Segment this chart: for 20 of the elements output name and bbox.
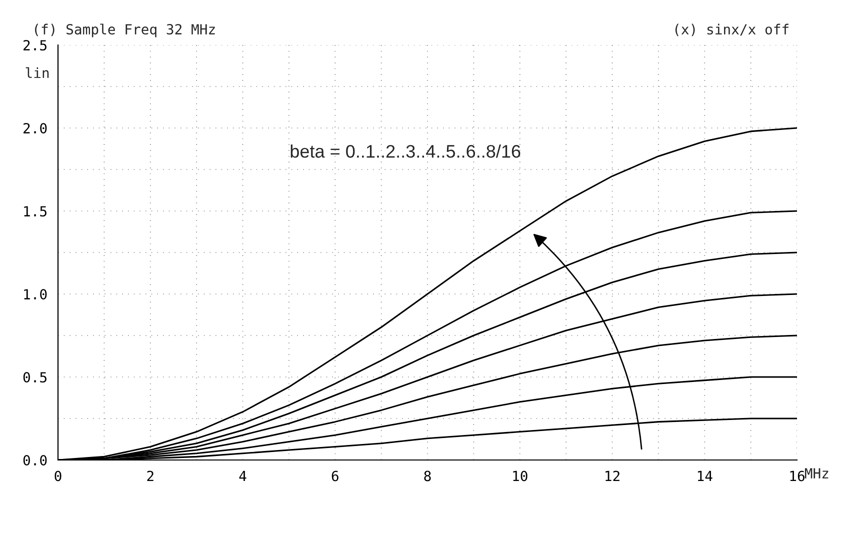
x-tick-label: 16	[790, 470, 804, 482]
y-tick-label: 1.5	[24, 206, 46, 217]
y-tick-label: 0.0	[23, 455, 47, 466]
text: (x) sinx/x off	[675, 24, 788, 36]
x-tick-label: 4	[239, 470, 246, 482]
x-axis-title: MHz	[804, 468, 828, 478]
x-tick-label: 14	[698, 470, 712, 482]
y-tick-label: 0.5	[23, 372, 46, 383]
y-tick-label: 2.0	[24, 123, 47, 134]
x-tick-label: 0	[54, 470, 62, 482]
y-tick-label: 1.0	[24, 289, 47, 300]
x-tick-label: 12	[606, 470, 620, 482]
y-tick-label: 2.5	[24, 40, 46, 51]
y-axis-title: lin	[26, 67, 49, 78]
x-tick-label: 10	[513, 470, 528, 482]
annotation: beta = 0..1..2..3..4..5..6..8/16	[290, 144, 520, 158]
chart-title: (f) Sample Freq 32 MHz	[35, 24, 215, 38]
x-tick-label: 2	[147, 470, 154, 482]
x-tick-label: 8	[424, 470, 431, 482]
x-tick-label: 6	[332, 470, 338, 482]
